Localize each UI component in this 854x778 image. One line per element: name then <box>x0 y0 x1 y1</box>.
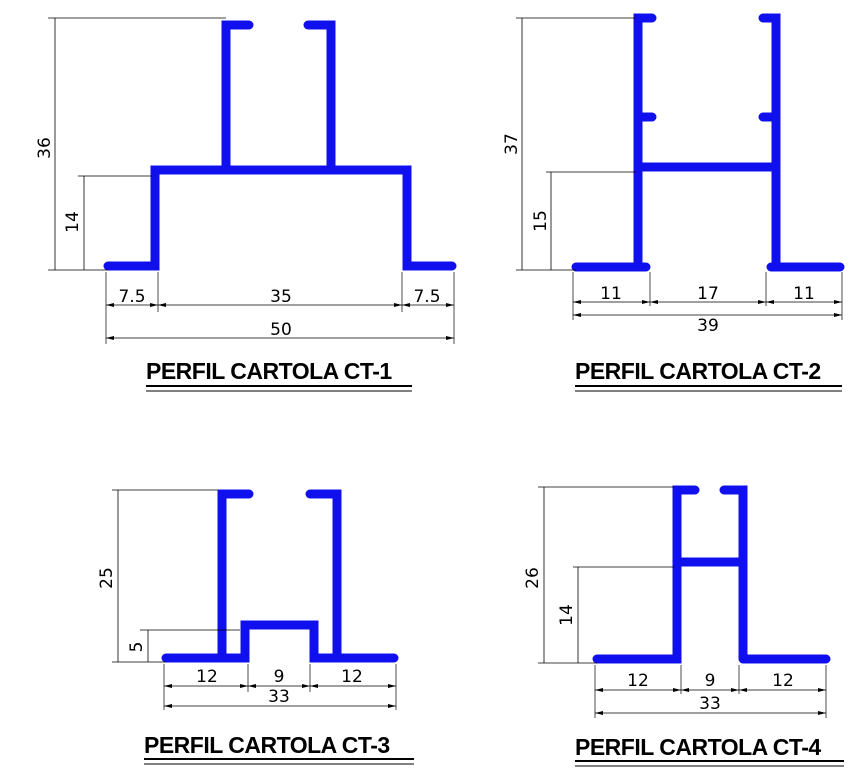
ct1-left-label: 7.5 <box>118 287 145 307</box>
ct1-total-height-label: 36 <box>35 137 55 159</box>
ct1-middle-label: 35 <box>270 287 292 307</box>
ct3-profile-shape <box>161 489 399 663</box>
ct4-middle-label: 9 <box>705 671 716 691</box>
ct3-total-height-label: 25 <box>97 567 117 589</box>
ct4-title: PERFIL CARTOLA CT-4 <box>575 734 821 760</box>
ct1-profile-shape <box>103 20 457 271</box>
ct2-total-height-label: 37 <box>502 133 522 155</box>
ct2-right-label: 11 <box>793 284 815 304</box>
ct1-right-label: 7.5 <box>413 287 440 307</box>
ct4-total-width-label: 33 <box>699 694 721 714</box>
profile-ct4: 26 14 12 9 12 33 PERFIL CARTOLA CT-4 <box>523 485 844 767</box>
ct3-middle-label: 9 <box>274 667 285 687</box>
ct3-total-width-label: 33 <box>268 687 290 707</box>
profile-ct2: 37 15 11 17 11 39 PERFIL CARTOLA CT-2 <box>502 13 845 392</box>
ct1-step-height-label: 14 <box>63 211 83 233</box>
ct4-step-height-label: 14 <box>557 604 577 626</box>
ct2-step-height-label: 15 <box>531 210 551 232</box>
ct2-middle-label: 17 <box>697 284 719 304</box>
ct4-left-label: 12 <box>627 671 649 691</box>
ct2-title: PERFIL CARTOLA CT-2 <box>575 358 821 384</box>
ct2-left-label: 11 <box>600 284 622 304</box>
ct4-right-label: 12 <box>772 671 794 691</box>
profile-ct1: 36 14 7.5 35 7.5 50 PERFIL CARTOLA CT-1 <box>35 17 457 392</box>
ct2-total-width-label: 39 <box>697 316 719 336</box>
ct3-right-label: 12 <box>341 667 363 687</box>
ct3-title: PERFIL CARTOLA CT-3 <box>144 732 390 758</box>
ct3-step-height-label: 5 <box>127 642 147 653</box>
ct1-total-width-label: 50 <box>270 320 292 340</box>
ct4-total-height-label: 26 <box>523 567 543 589</box>
profile-ct3: 25 5 12 9 12 33 PERFIL CARTOLA CT-3 <box>97 489 414 765</box>
ct3-left-label: 12 <box>196 667 218 687</box>
ct1-title: PERFIL CARTOLA CT-1 <box>146 358 392 384</box>
ct2-profile-shape <box>571 13 845 272</box>
ct4-profile-shape <box>592 485 831 664</box>
